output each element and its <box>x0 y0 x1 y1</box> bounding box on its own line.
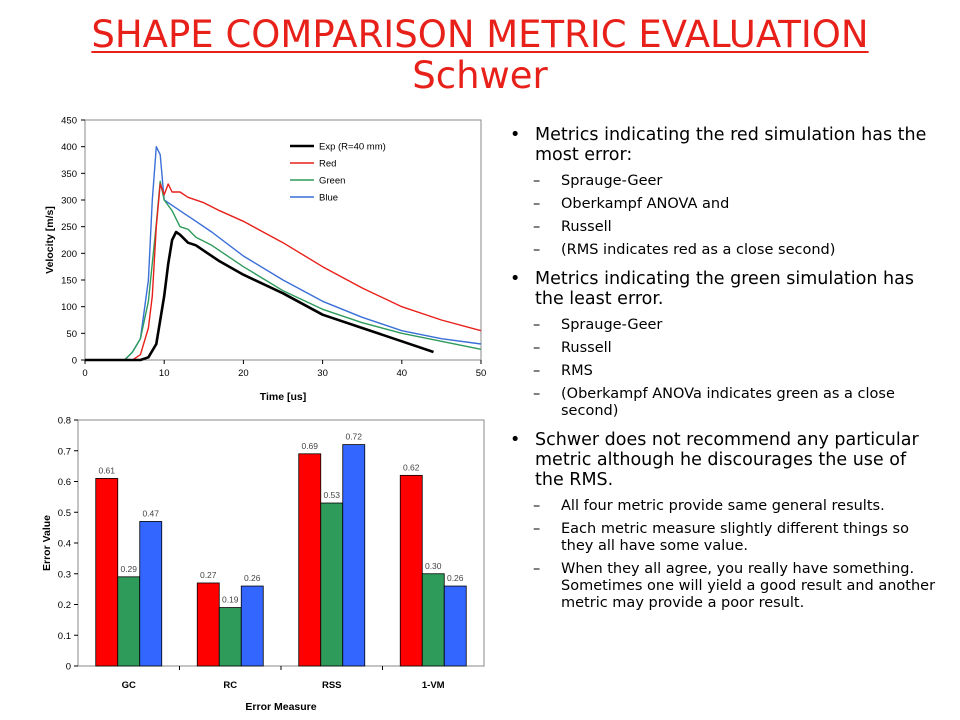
slide-title: SHAPE COMPARISON METRIC EVALUATION Schwe… <box>0 14 960 97</box>
bar-value-label: 0.29 <box>120 564 137 574</box>
bar-value-label: 0.69 <box>301 441 318 451</box>
y-tick-label: 0.1 <box>58 631 71 642</box>
x-tick-label: GC <box>122 680 136 691</box>
bar-value-label: 0.26 <box>447 573 464 583</box>
sub-bullet-item: Sprauge-Geer <box>507 317 937 334</box>
sub-bullet-item: Oberkampf ANOVA and <box>507 196 937 213</box>
bullet-item: Metrics indicating the red simulation ha… <box>507 125 937 165</box>
y-tick-label: 150 <box>61 276 77 287</box>
bar-value-label: 0.47 <box>142 508 159 518</box>
bar-value-label: 0.26 <box>244 573 261 583</box>
bar-value-label: 0.72 <box>345 432 362 442</box>
sub-bullet-item: RMS <box>507 363 937 380</box>
legend-label: Green <box>319 176 345 187</box>
bar-gc-0 <box>95 478 119 667</box>
bullet-group-1: Metrics indicating the red simulation ha… <box>507 125 937 259</box>
bar-rss-0 <box>298 453 322 667</box>
y-tick-label: 0.3 <box>58 569 71 580</box>
x-tick-label: RC <box>223 680 237 691</box>
y-tick-label: 0.7 <box>58 446 71 457</box>
bar-value-label: 0.27 <box>200 570 217 580</box>
velocity-line-chart: 0 50 100 150 200 250 300 350 400 450 0 10 20 30 40 50 Ti… <box>44 116 487 404</box>
x-tick-label: 30 <box>317 368 328 379</box>
bar-rss-1 <box>320 502 344 667</box>
y-tick-label: 100 <box>61 302 77 313</box>
bar-1-vm-2 <box>443 585 467 667</box>
y-tick-label: 250 <box>61 222 77 233</box>
y-tick-label: 350 <box>61 169 77 180</box>
y-tick-label: 0.8 <box>58 416 71 427</box>
y-tick-label: 50 <box>66 329 77 340</box>
sub-bullet-item: Russell <box>507 340 937 357</box>
y-tick-label: 0.6 <box>58 477 71 488</box>
x-tick-label: 1-VM <box>422 680 445 691</box>
bar-gc-2 <box>139 521 163 667</box>
x-tick-label: 50 <box>476 368 487 379</box>
x-tick-label: 20 <box>238 368 249 379</box>
bar-rc-0 <box>196 582 220 667</box>
y-axis-label: Velocity [m/s] <box>44 206 56 274</box>
bullet-group-3: Schwer does not recommend any particular… <box>507 430 937 612</box>
bar-value-label: 0.62 <box>403 462 420 472</box>
title-line-2: Schwer <box>412 54 548 98</box>
x-axis-label: Time [us] <box>260 391 306 403</box>
y-tick-label: 400 <box>61 142 77 153</box>
bar-rss-2 <box>342 444 366 667</box>
legend-label: Exp (R=40 mm) <box>319 142 386 153</box>
bar-value-label: 0.61 <box>98 465 115 475</box>
plot-area <box>84 119 482 361</box>
bar-1-vm-1 <box>421 573 445 667</box>
series-line-blue <box>85 146 482 361</box>
error-bar-chart: 0 0.1 0.2 0.3 0.4 0.5 0.6 0.7 0.8 GC 0.61 0.29 0.47 R… <box>41 416 485 713</box>
sub-bullet-item: Sprauge-Geer <box>507 173 937 190</box>
y-axis-label: Error Value <box>41 515 53 571</box>
bullet-list: Metrics indicating the red simulation ha… <box>507 125 937 622</box>
sub-bullet-item: Each metric measure slightly different t… <box>507 521 937 555</box>
x-tick-label: 40 <box>397 368 408 379</box>
legend-label: Red <box>319 159 336 170</box>
bar-1-vm-0 <box>399 474 423 667</box>
bullet-item: Schwer does not recommend any particular… <box>507 430 937 490</box>
bar-value-label: 0.19 <box>222 595 239 605</box>
sub-bullet-item: When they all agree, you really have som… <box>507 561 937 612</box>
series-line-exp-r-40-mm- <box>85 230 434 362</box>
bar-rc-2 <box>240 585 264 667</box>
x-tick-label: RSS <box>322 680 342 691</box>
y-tick-label: 200 <box>61 249 77 260</box>
y-tick-label: 0.4 <box>58 539 71 550</box>
y-tick-label: 0 <box>66 662 71 673</box>
x-axis-label: Error Measure <box>245 701 316 713</box>
bar-value-label: 0.53 <box>323 490 340 500</box>
bar-gc-1 <box>117 576 141 667</box>
x-tick-label: 10 <box>159 368 170 379</box>
sub-bullet-item: (Oberkampf ANOVa indicates green as a cl… <box>507 386 937 420</box>
y-tick-label: 450 <box>61 116 77 127</box>
series-line-red <box>85 183 482 361</box>
bar-value-label: 0.30 <box>425 561 442 571</box>
x-tick-label: 0 <box>82 368 87 379</box>
title-line-1: SHAPE COMPARISON METRIC EVALUATION <box>91 13 869 56</box>
sub-bullet-item: Russell <box>507 219 937 236</box>
sub-bullet-item: All four metric provide same general res… <box>507 498 937 515</box>
bullet-group-2: Metrics indicating the green simulation … <box>507 269 937 420</box>
y-tick-label: 300 <box>61 196 77 207</box>
y-tick-label: 0.2 <box>58 600 71 611</box>
y-tick-label: 0.5 <box>58 508 71 519</box>
y-tick-label: 0 <box>72 356 77 367</box>
legend-label: Blue <box>319 193 338 204</box>
bullet-item: Metrics indicating the green simulation … <box>507 269 937 309</box>
series-line-green <box>85 180 482 361</box>
sub-bullet-item: (RMS indicates red as a close second) <box>507 242 937 259</box>
bar-rc-1 <box>218 607 242 667</box>
